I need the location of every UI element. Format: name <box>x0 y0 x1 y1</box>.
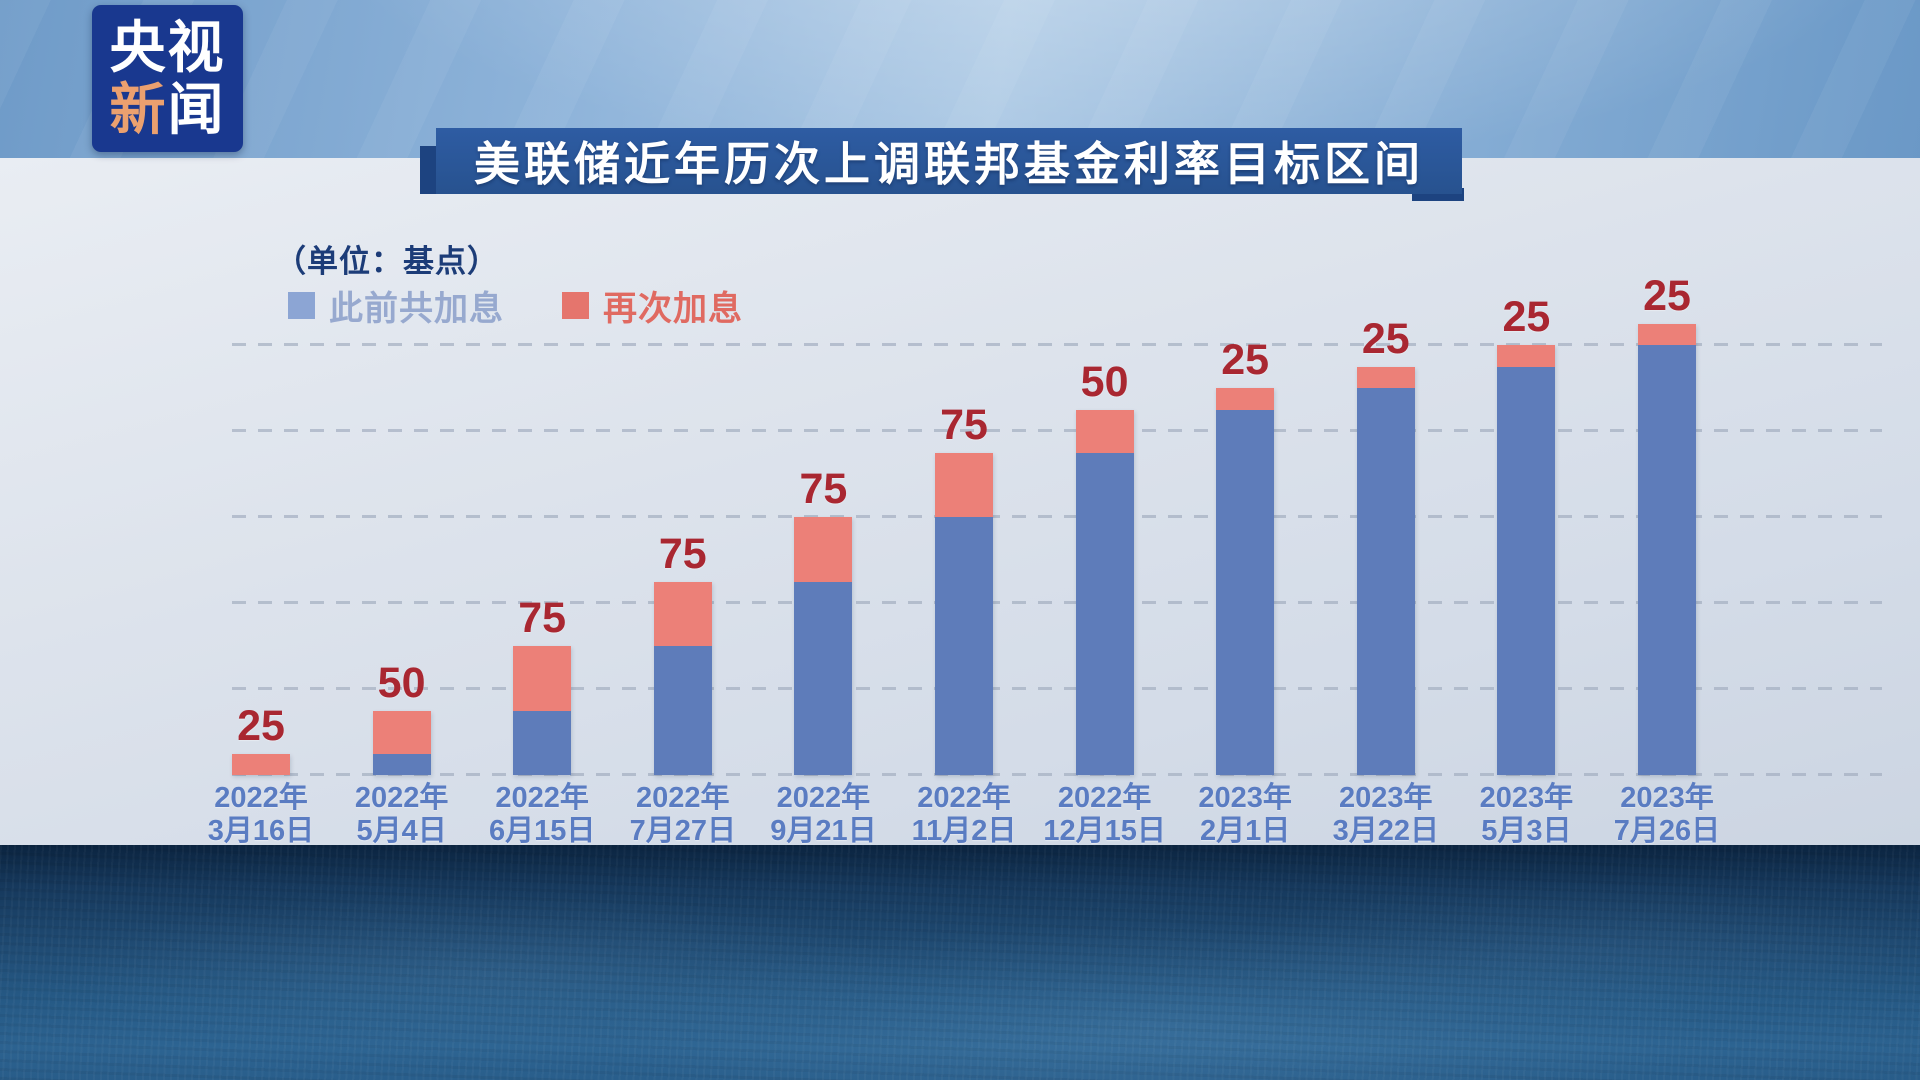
bar-value-label: 25 <box>1221 336 1270 384</box>
bar-date-year: 2022年 <box>354 782 449 814</box>
logo-text-line1: 央视 <box>109 15 226 79</box>
unit-label: （单位：基点） <box>275 244 499 279</box>
bar-date-label: 2023年 5月3日 <box>1446 782 1606 848</box>
bar-date-label: 2022年 5月4日 <box>322 782 482 848</box>
bar-value-label: 75 <box>518 594 567 642</box>
bar-segment-hike <box>1497 345 1556 367</box>
bar-segment-hike <box>513 646 572 711</box>
stacked-bar <box>372 710 431 775</box>
bar-date-year: 2022年 <box>776 782 871 814</box>
bar-segment-prior <box>794 581 853 775</box>
bar-date-day: 7月26日 <box>1613 815 1721 847</box>
chart-title: 美联储近年历次上调联邦基金利率目标区间 <box>474 138 1424 190</box>
logo-accent-char: 新 <box>109 77 168 141</box>
bar-segment-prior <box>372 753 431 775</box>
title-banner: 美联储近年历次上调联邦基金利率目标区间 <box>436 128 1462 194</box>
bar-value-label: 25 <box>1361 314 1410 363</box>
bar-segment-prior <box>1075 452 1134 775</box>
bar-date-label: 2022年 3月16日 <box>181 782 341 848</box>
bar-date-year: 2022年 <box>1057 782 1152 814</box>
bar-segment-prior <box>935 517 993 775</box>
bar-segment-hike <box>1356 366 1415 388</box>
bar-date-label: 2022年 9月21日 <box>743 782 903 848</box>
bar-date-year: 2023年 <box>1339 782 1433 814</box>
legend-swatch-hike <box>562 291 589 319</box>
bar-value-label: 25 <box>1643 271 1691 320</box>
banner-fold-left <box>420 146 438 194</box>
bar-segment-hike <box>1075 409 1134 453</box>
stacked-bar <box>232 753 290 775</box>
stacked-bar <box>1216 388 1275 775</box>
bar-date-label: 2022年 11月2日 <box>884 782 1044 848</box>
bar-segment-prior <box>1356 388 1415 775</box>
bar-date-day: 12月15日 <box>1043 815 1166 847</box>
legend: 此前共加息 再次加息 <box>288 288 743 328</box>
gridline-400 <box>232 429 1882 432</box>
bar-date-day: 5月4日 <box>356 815 447 847</box>
legend-label-hike: 再次加息 <box>603 289 743 328</box>
bar-date-day: 2月1日 <box>1200 815 1291 847</box>
gridline-0 <box>232 773 1882 776</box>
bar-date-day: 3月16日 <box>207 815 315 847</box>
stacked-bar <box>1075 409 1134 775</box>
bar-date-year: 2023年 <box>1620 782 1714 814</box>
bar-value-label: 25 <box>237 701 285 750</box>
bar-date-label: 2023年 3月22日 <box>1306 782 1466 848</box>
logo-rest-char: 闻 <box>167 77 226 141</box>
bar-segment-hike <box>653 581 712 646</box>
floor-background <box>0 845 1920 1080</box>
bar-date-day: 11月2日 <box>911 815 1017 847</box>
bar-segment-prior <box>1638 345 1696 775</box>
bar-date-label: 2023年 2月1日 <box>1165 782 1325 848</box>
bar-date-year: 2023年 <box>1198 782 1292 814</box>
bar-segment-hike <box>232 753 290 775</box>
bar-segment-hike <box>372 710 431 754</box>
bar-date-label: 2022年 12月15日 <box>1025 782 1185 848</box>
bar-value-label: 25 <box>1502 293 1551 341</box>
cctv-news-logo: 央视 新闻 <box>92 5 243 152</box>
bar-segment-prior <box>653 646 712 775</box>
bar-date-year: 2022年 <box>214 782 308 814</box>
bar-segment-prior <box>513 710 572 775</box>
stacked-bar <box>653 581 712 775</box>
bar-date-day: 7月27日 <box>629 815 736 847</box>
bar-segment-prior <box>1216 409 1275 775</box>
stacked-bar <box>513 646 572 775</box>
bar-value-label: 75 <box>940 400 988 449</box>
stacked-bar <box>794 517 853 775</box>
bar-value-label: 75 <box>799 465 848 513</box>
gridline-500 <box>232 343 1882 346</box>
bar-date-day: 5月3日 <box>1481 815 1572 847</box>
bar-date-year: 2022年 <box>636 782 730 814</box>
bar-segment-hike <box>794 517 853 582</box>
logo-text-line2: 新闻 <box>109 77 226 141</box>
gridline-200 <box>232 601 1882 604</box>
bar-date-day: 6月15日 <box>488 815 596 847</box>
stacked-bar <box>1497 345 1556 775</box>
bar-date-label: 2022年 6月15日 <box>462 782 622 848</box>
bar-segment-hike <box>1216 388 1275 410</box>
gridline-300 <box>232 515 1882 518</box>
bar-value-label: 75 <box>658 529 707 578</box>
bar-date-year: 2022年 <box>917 782 1011 814</box>
bar-segment-prior <box>1497 366 1556 775</box>
legend-label-prior: 此前共加息 <box>329 289 504 328</box>
bar-date-day: 9月21日 <box>770 815 877 847</box>
bar-segment-hike <box>1638 323 1696 345</box>
bar-date-day: 3月22日 <box>1332 815 1439 847</box>
stacked-bar <box>935 452 993 775</box>
bar-date-label: 2023年 7月26日 <box>1587 782 1747 848</box>
bar-value-label: 50 <box>1080 357 1129 406</box>
bar-date-year: 2023年 <box>1479 782 1574 814</box>
bar-value-label: 50 <box>377 658 426 707</box>
gridline-100 <box>232 687 1882 690</box>
bar-date-label: 2022年 7月27日 <box>603 782 763 848</box>
stacked-bar <box>1638 323 1696 775</box>
bar-date-year: 2022年 <box>495 782 589 814</box>
legend-swatch-prior <box>288 291 315 319</box>
bar-segment-hike <box>935 452 993 517</box>
stacked-bar <box>1356 366 1415 775</box>
